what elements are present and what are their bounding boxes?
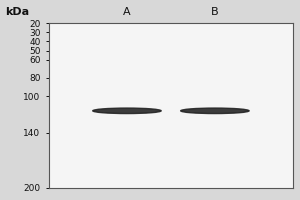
- Ellipse shape: [93, 108, 161, 114]
- Text: B: B: [211, 7, 219, 17]
- Ellipse shape: [181, 108, 249, 114]
- Text: A: A: [123, 7, 131, 17]
- Text: kDa: kDa: [5, 7, 29, 17]
